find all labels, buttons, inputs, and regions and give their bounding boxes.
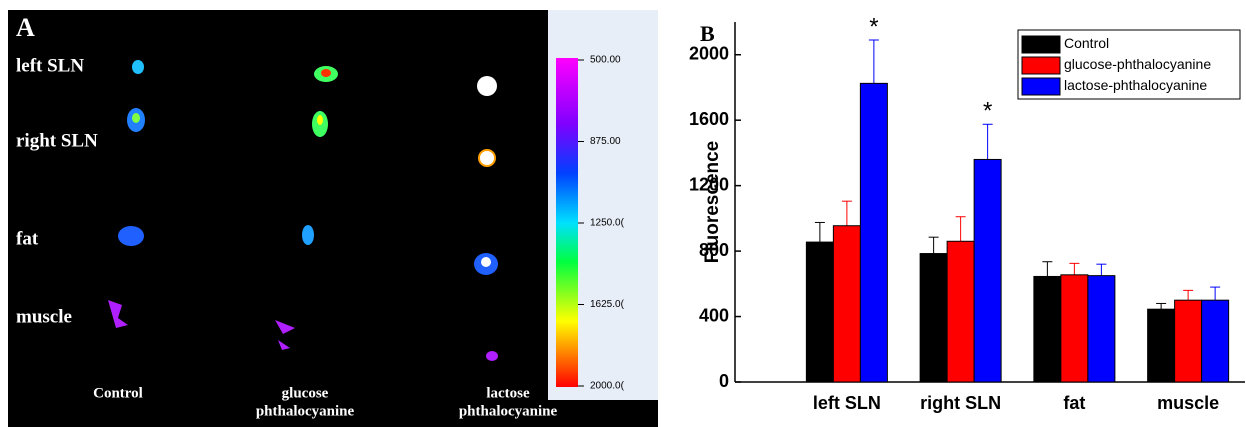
x-tick-label: fat: [1063, 393, 1085, 413]
colorbar-label: 1625.0(: [590, 299, 625, 310]
blobs: [108, 60, 498, 361]
x-tick-label: muscle: [1157, 393, 1219, 413]
bar: [832, 225, 861, 383]
legend-label: lactose-phthalocyanine: [1064, 77, 1207, 93]
x-tick-label: right SLN: [920, 393, 1001, 413]
legend-swatch: [1021, 56, 1061, 75]
annotation: *: [983, 98, 992, 125]
bar: [919, 253, 948, 383]
panel-label: B: [700, 21, 715, 46]
bar: [805, 241, 834, 383]
colorbar: [556, 58, 578, 387]
y-tick-label: 1200: [689, 174, 729, 194]
y-tick-label: 800: [699, 240, 729, 260]
y-tick-label: 1600: [689, 109, 729, 129]
row-label: muscle: [16, 306, 72, 327]
legend-label: glucose-phthalocyanine: [1064, 56, 1211, 72]
annotation: *: [869, 13, 878, 40]
bar: [973, 158, 1002, 383]
bar: [1060, 274, 1089, 383]
bar: [1201, 299, 1230, 383]
column-label: Control: [93, 385, 143, 401]
panel-label: A: [16, 13, 35, 42]
bar: [1033, 275, 1062, 383]
column-label: phthalocyanine: [459, 403, 558, 419]
legend-swatch: [1021, 35, 1061, 54]
x-tick-label: left SLN: [813, 393, 881, 413]
y-tick-label: 400: [699, 305, 729, 325]
panel-b: B Fluorescence 0 400 800 1200 1600 2000 left SLN…: [689, 13, 1245, 413]
row-label: left SLN: [16, 55, 84, 76]
colorbar-label: 875.00: [590, 136, 621, 147]
bar: [1174, 299, 1203, 383]
bar: [1087, 275, 1116, 383]
legend-label: Control: [1064, 35, 1109, 51]
bar: [946, 240, 975, 383]
row-label: right SLN: [16, 130, 98, 151]
legend-swatch: [1021, 77, 1061, 96]
column-label: phthalocyanine: [256, 403, 355, 419]
colorbar-label: 1250.0(: [590, 218, 625, 229]
colorbar-label: 2000.0(: [590, 381, 625, 392]
row-label: fat: [16, 228, 39, 249]
y-tick-label: 2000: [689, 43, 729, 63]
bar: [1147, 308, 1176, 383]
bar: [859, 82, 888, 383]
column-label: lactose: [486, 385, 530, 401]
y-tick-label: 0: [719, 371, 729, 391]
y-axis-label: Fluorescence: [702, 141, 723, 264]
column-label: glucose: [282, 385, 329, 401]
colorbar-label: 500.00: [590, 55, 621, 66]
